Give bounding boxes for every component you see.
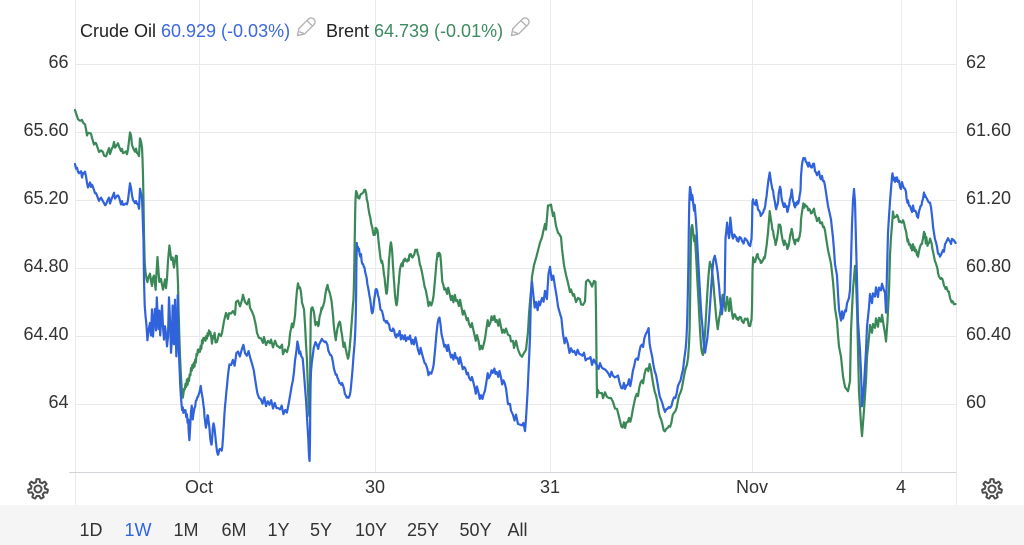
- svg-text:1W: 1W: [125, 520, 152, 540]
- svg-text:64.80: 64.80: [23, 256, 68, 276]
- svg-text:1D: 1D: [79, 520, 102, 540]
- svg-text:62: 62: [966, 52, 986, 72]
- svg-text:66: 66: [48, 52, 68, 72]
- svg-text:60.929 (-0.03%): 60.929 (-0.03%): [161, 21, 290, 41]
- svg-text:65.60: 65.60: [23, 120, 68, 140]
- svg-text:1Y: 1Y: [267, 520, 289, 540]
- svg-text:25Y: 25Y: [407, 520, 439, 540]
- svg-text:All: All: [507, 520, 527, 540]
- svg-text:60.40: 60.40: [966, 324, 1011, 344]
- svg-text:30: 30: [365, 477, 385, 497]
- svg-text:5Y: 5Y: [310, 520, 332, 540]
- svg-text:60.80: 60.80: [966, 256, 1011, 276]
- svg-text:Brent: Brent: [326, 21, 369, 41]
- svg-text:10Y: 10Y: [355, 520, 387, 540]
- svg-text:64.40: 64.40: [23, 324, 68, 344]
- svg-text:6M: 6M: [221, 520, 246, 540]
- svg-text:50Y: 50Y: [459, 520, 491, 540]
- svg-text:1M: 1M: [173, 520, 198, 540]
- svg-text:31: 31: [540, 477, 560, 497]
- svg-text:64.739 (-0.01%): 64.739 (-0.01%): [374, 21, 503, 41]
- svg-text:65.20: 65.20: [23, 188, 68, 208]
- svg-text:4: 4: [896, 477, 906, 497]
- svg-text:61.60: 61.60: [966, 120, 1011, 140]
- svg-text:61.20: 61.20: [966, 188, 1011, 208]
- svg-text:Oct: Oct: [185, 477, 213, 497]
- svg-text:60: 60: [966, 392, 986, 412]
- svg-text:Nov: Nov: [736, 477, 768, 497]
- svg-text:Crude Oil: Crude Oil: [80, 21, 156, 41]
- svg-text:64: 64: [48, 392, 68, 412]
